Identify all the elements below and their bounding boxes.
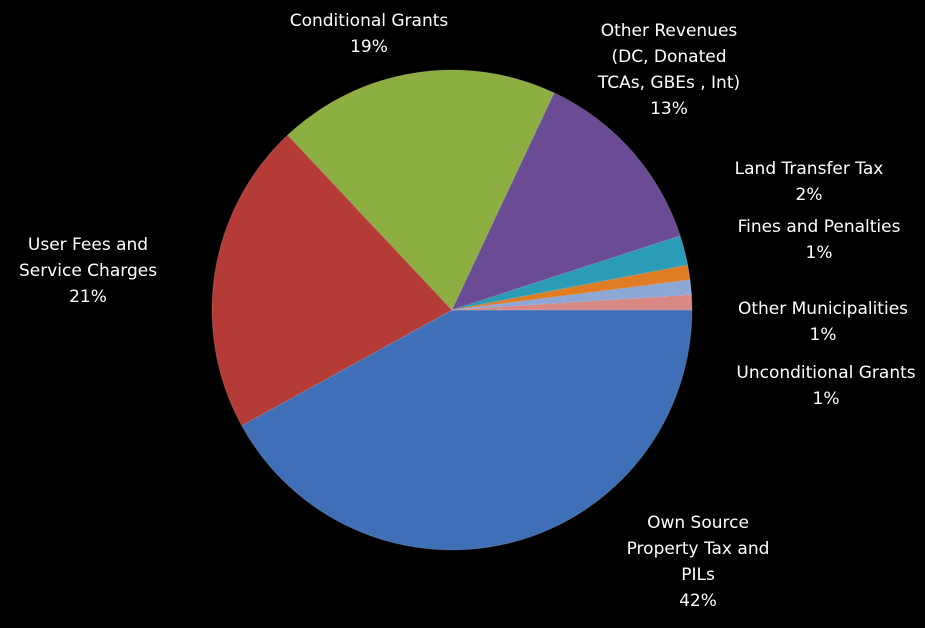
slice-percent-label: 13%: [650, 99, 688, 119]
slice-percent-label: 42%: [679, 591, 717, 611]
slice-category-label: Conditional Grants: [290, 11, 449, 31]
pie-slice: [451, 92, 681, 311]
slice-category-label: Other Municipalities: [738, 299, 908, 319]
slice-category-label: Other Revenues: [601, 21, 738, 41]
slice-category-label: Service Charges: [19, 261, 157, 281]
slice-category-label: Property Tax and: [627, 539, 770, 559]
slice-percent-label: 1%: [810, 325, 837, 345]
pie-slice: [451, 264, 691, 311]
slice-category-label: Own Source: [647, 513, 749, 533]
pie-slice: [451, 279, 693, 311]
pie-slice: [451, 235, 689, 311]
slice-percent-label: 1%: [813, 389, 840, 409]
pie-slices: [211, 69, 693, 551]
pie-slice: [241, 309, 693, 551]
pie-labels: Own Source Property Tax and PILs 42% User Fe…: [19, 11, 916, 611]
slice-category-label: User Fees and: [28, 235, 148, 255]
slice-percent-label: 2%: [796, 185, 823, 205]
slice-category-label: Fines and Penalties: [738, 217, 901, 237]
slice-category-label: Unconditional Grants: [736, 363, 915, 383]
slice-percent-label: 21%: [69, 287, 107, 307]
slice-category-label: TCAs, GBEs , Int): [597, 73, 740, 93]
pie-slice: [211, 134, 453, 427]
pie-slice: [451, 294, 693, 311]
slice-category-label: PILs: [681, 565, 715, 585]
slice-category-label: (DC, Donated: [612, 47, 727, 67]
slice-percent-label: 1%: [806, 243, 833, 263]
slice-category-label: Land Transfer Tax: [735, 159, 884, 179]
slice-percent-label: 19%: [350, 37, 388, 57]
pie-slice: [287, 69, 555, 311]
